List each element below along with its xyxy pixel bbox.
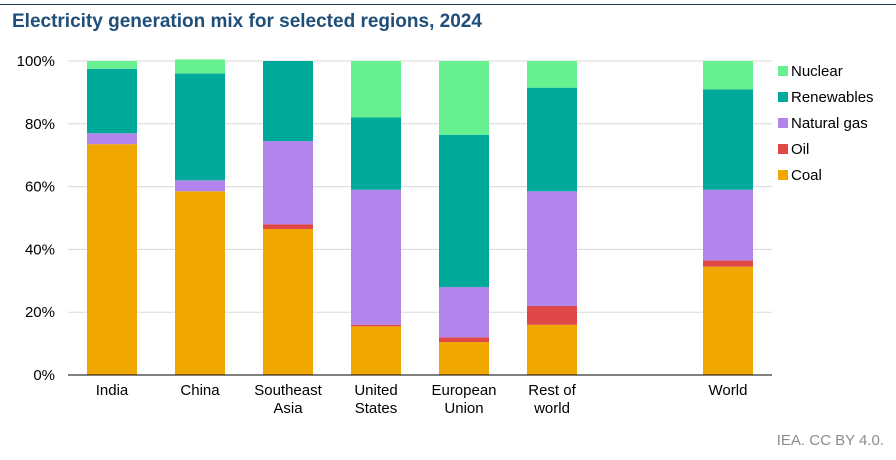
- legend-swatch: [778, 92, 788, 102]
- x-tick-label: Southeast: [254, 382, 322, 399]
- bar-segment-nuclear: [351, 61, 401, 118]
- bar-segment-oil: [263, 224, 313, 229]
- bar-segment-coal: [351, 326, 401, 375]
- bar-segment-renewables: [175, 73, 225, 181]
- source-credit: IEA. CC BY 4.0.: [776, 432, 884, 449]
- bar-segment-renewables: [527, 87, 577, 192]
- x-tick-label: China: [180, 382, 220, 399]
- legend-swatch: [778, 118, 788, 128]
- legend-label: Oil: [791, 141, 809, 158]
- bar-segment-natural-gas: [87, 133, 137, 145]
- bar-segment-nuclear: [439, 61, 489, 135]
- y-tick-label: 0%: [33, 367, 55, 384]
- bar-segment-coal: [263, 228, 313, 375]
- bar-segment-coal: [527, 324, 577, 375]
- x-tick-label: Union: [444, 400, 483, 417]
- bar-segment-renewables: [703, 89, 753, 190]
- x-tick-label: United: [354, 382, 397, 399]
- chart-title: Electricity generation mix for selected …: [12, 11, 482, 32]
- y-tick-label: 100%: [17, 53, 55, 70]
- y-tick-label: 20%: [25, 304, 55, 321]
- bar-segment-natural-gas: [703, 189, 753, 261]
- legend-label: Renewables: [791, 89, 874, 106]
- legend-label: Nuclear: [791, 63, 843, 80]
- bar-segment-nuclear: [175, 59, 225, 74]
- bar-segment-renewables: [263, 61, 313, 142]
- bar-segment-renewables: [351, 117, 401, 190]
- bar-segment-nuclear: [703, 61, 753, 90]
- bar-segment-oil: [527, 305, 577, 325]
- x-tick-label: India: [96, 382, 129, 399]
- legend-swatch: [778, 66, 788, 76]
- x-tick-label: European: [431, 382, 496, 399]
- bar-segment-coal: [703, 266, 753, 375]
- x-tick-label: World: [709, 382, 748, 399]
- x-tick-label: world: [533, 400, 570, 417]
- bar-segment-natural-gas: [527, 191, 577, 306]
- legend-swatch: [778, 144, 788, 154]
- bar-segment-renewables: [87, 68, 137, 134]
- bar-segment-coal: [87, 144, 137, 375]
- bar-segment-natural-gas: [175, 180, 225, 192]
- x-tick-label: Asia: [273, 400, 303, 417]
- y-tick-label: 40%: [25, 241, 55, 258]
- bar-segment-oil: [439, 337, 489, 343]
- legend-label: Coal: [791, 167, 822, 184]
- bar-segment-nuclear: [87, 61, 137, 69]
- y-tick-label: 60%: [25, 179, 55, 196]
- legend-swatch: [778, 170, 788, 180]
- legend-label: Natural gas: [791, 115, 868, 132]
- bar-segment-oil: [703, 260, 753, 267]
- x-tick-label: Rest of: [528, 382, 576, 399]
- bar-segment-nuclear: [527, 61, 577, 88]
- x-tick-label: States: [355, 400, 398, 417]
- bar-segment-renewables: [439, 134, 489, 288]
- bar-segment-natural-gas: [263, 141, 313, 225]
- bar-segment-coal: [439, 342, 489, 375]
- bar-segment-natural-gas: [439, 287, 489, 338]
- bar-segment-oil: [351, 324, 401, 327]
- y-tick-label: 80%: [25, 116, 55, 133]
- bar-segment-natural-gas: [351, 189, 401, 325]
- bar-segment-coal: [175, 191, 225, 375]
- header-rule: [0, 4, 896, 5]
